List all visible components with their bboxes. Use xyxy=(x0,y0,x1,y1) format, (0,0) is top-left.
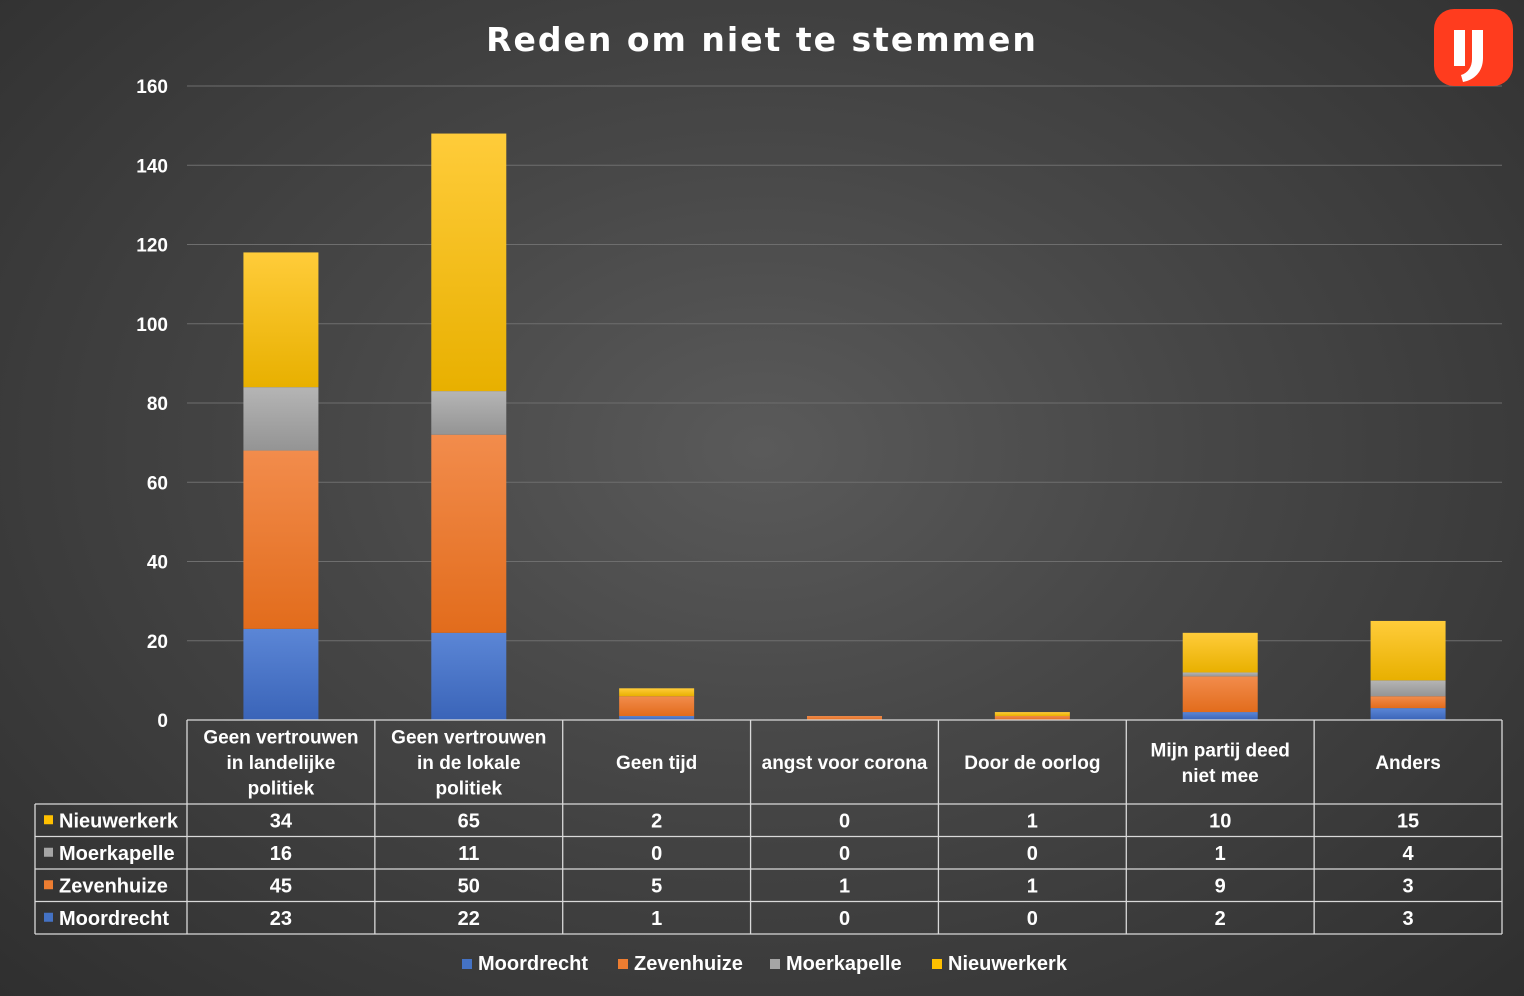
category-label: niet mee xyxy=(1182,766,1259,787)
table-cell: 4 xyxy=(1403,843,1415,865)
bar-zevenhuize xyxy=(994,716,1070,720)
bar-nieuwerkerk xyxy=(431,133,507,392)
bars xyxy=(243,133,1446,720)
category-label: in de lokale xyxy=(417,753,520,774)
table-cell: 15 xyxy=(1397,810,1419,832)
legend-key-zevenhuize xyxy=(618,959,628,969)
table-cell: 0 xyxy=(839,843,850,865)
table-cell: 0 xyxy=(651,843,662,865)
table-cell: 10 xyxy=(1209,810,1231,832)
table-cell: 2 xyxy=(1215,908,1226,930)
bar-zevenhuize xyxy=(431,434,507,633)
table-cell: 23 xyxy=(270,908,292,930)
legend-key-moordrecht xyxy=(462,959,472,969)
bar-zevenhuize xyxy=(619,696,695,717)
table-cell: 34 xyxy=(270,810,293,832)
table-cell: 1 xyxy=(1027,875,1038,897)
table-cell: 9 xyxy=(1215,875,1226,897)
y-tick-label: 100 xyxy=(136,315,168,336)
bar-moordrecht xyxy=(1182,712,1258,720)
y-tick-label: 80 xyxy=(147,394,168,415)
legend-key-nieuwerkerk xyxy=(932,959,942,969)
legend-key-moerkapelle xyxy=(770,959,780,969)
category-label: Geen tijd xyxy=(616,753,697,774)
legend-label-zevenhuize: Zevenhuize xyxy=(634,953,743,975)
legend-label-moerkapelle: Moerkapelle xyxy=(786,953,902,975)
bar-moerkapelle xyxy=(1370,680,1446,697)
table-cell: 1 xyxy=(1027,810,1038,832)
table-cell: 1 xyxy=(839,875,850,897)
bar-moordrecht xyxy=(243,628,319,720)
table-cell: 0 xyxy=(1027,908,1038,930)
category-label: in landelijke xyxy=(227,753,336,774)
bar-nieuwerkerk xyxy=(1370,620,1446,681)
chart-title: Reden om niet te stemmen xyxy=(486,20,1038,59)
y-tick-label: 20 xyxy=(147,632,168,653)
table-cell: 2 xyxy=(651,810,662,832)
bar-moordrecht xyxy=(1370,708,1446,720)
y-tick-label: 140 xyxy=(136,156,168,177)
bar-moordrecht xyxy=(431,632,507,720)
bar-moerkapelle xyxy=(431,391,507,435)
category-label: Geen vertrouwen xyxy=(391,728,546,749)
table-cell: 45 xyxy=(270,875,292,897)
legend-label-nieuwerkerk: Nieuwerkerk xyxy=(948,953,1068,975)
y-tick-label: 120 xyxy=(136,236,168,257)
row-label-moordrecht: Moordrecht xyxy=(59,908,169,930)
legend-key-moordrecht xyxy=(44,912,53,922)
table-cell: 65 xyxy=(458,810,480,832)
table-cell: 16 xyxy=(270,843,292,865)
bar-zevenhuize xyxy=(243,450,319,629)
table-cell: 50 xyxy=(458,875,480,897)
bar-moerkapelle xyxy=(1182,672,1258,677)
table-cell: 3 xyxy=(1403,908,1414,930)
category-label: Anders xyxy=(1375,753,1440,774)
category-label: Mijn partij deed xyxy=(1151,740,1290,761)
y-tick-label: 160 xyxy=(136,77,168,98)
table-cell: 0 xyxy=(1027,843,1038,865)
ij-logo-icon xyxy=(1434,9,1513,86)
table-cell: 3 xyxy=(1403,875,1414,897)
y-axis: 0 20 40 60 80 100 120 140 160 xyxy=(136,77,168,732)
table-cell: 1 xyxy=(1215,843,1226,865)
y-tick-label: 60 xyxy=(147,473,168,494)
bar-moerkapelle xyxy=(243,387,319,451)
bar-nieuwerkerk xyxy=(619,688,695,697)
bar-zevenhuize xyxy=(1370,696,1446,709)
y-tick-label: 0 xyxy=(157,711,168,732)
table-cell: 0 xyxy=(839,908,850,930)
bar-nieuwerkerk xyxy=(994,712,1070,717)
gridlines xyxy=(187,85,1502,721)
legend-key-zevenhuize xyxy=(44,880,53,890)
table-cell: 1 xyxy=(651,908,662,930)
category-label: politiek xyxy=(248,779,315,800)
table-cell: 22 xyxy=(458,908,480,930)
category-label: Geen vertrouwen xyxy=(203,728,358,749)
y-tick-label: 40 xyxy=(147,553,168,574)
table-cell: 0 xyxy=(839,810,850,832)
legend-key-nieuwerkerk xyxy=(44,815,53,825)
table-cell: 5 xyxy=(651,875,662,897)
category-label: angst voor corona xyxy=(762,753,928,774)
row-label-zevenhuize: Zevenhuize xyxy=(59,875,168,897)
row-label-nieuwerkerk: Nieuwerkerk xyxy=(59,810,179,832)
legend-key-moerkapelle xyxy=(44,847,53,857)
legend-label-moordrecht: Moordrecht xyxy=(478,953,588,975)
row-label-moerkapelle: Moerkapelle xyxy=(59,843,175,865)
bar-zevenhuize xyxy=(807,716,882,720)
bar-moordrecht xyxy=(619,716,695,720)
table-cell: 11 xyxy=(458,843,479,865)
bar-nieuwerkerk xyxy=(1182,632,1258,673)
data-table: Geen vertrouwen in landelijke politiek Geen… xyxy=(34,719,1503,935)
category-label: politiek xyxy=(436,779,503,800)
bar-zevenhuize xyxy=(1182,676,1258,713)
bar-nieuwerkerk xyxy=(243,252,319,388)
legend: Moordrecht Zevenhuize Moerkapelle Nieuwerke… xyxy=(462,953,1068,975)
category-label: Door de oorlog xyxy=(964,753,1100,774)
